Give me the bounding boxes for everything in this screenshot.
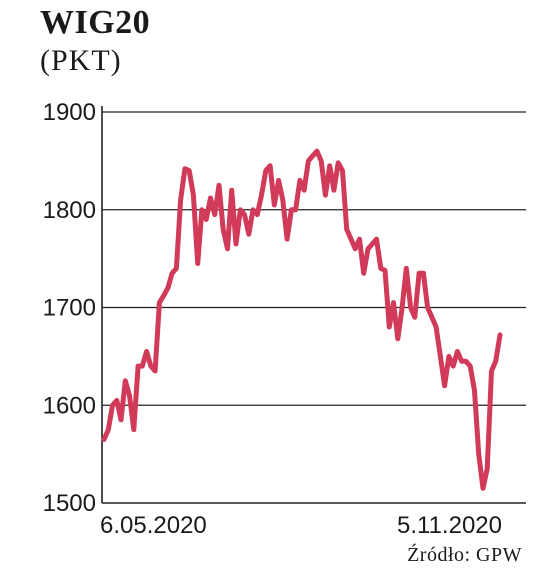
y-tick-label-1600: 1600 (43, 392, 96, 419)
y-tick-label-1900: 1900 (43, 99, 96, 126)
y-tick-label-1700: 1700 (43, 295, 96, 322)
series-line-wig20 (101, 148, 503, 491)
y-tick-label-1500: 1500 (43, 490, 96, 517)
y-tick-label-1800: 1800 (43, 197, 96, 224)
source-note: Źródło: GPW (407, 544, 522, 566)
chart-title: WIG20 (40, 4, 151, 41)
x-tick-label-start: 6.05.2020 (100, 512, 207, 539)
chart-unit-label: (PKT) (40, 44, 122, 77)
x-tick-label-end: 5.11.2020 (397, 512, 502, 539)
